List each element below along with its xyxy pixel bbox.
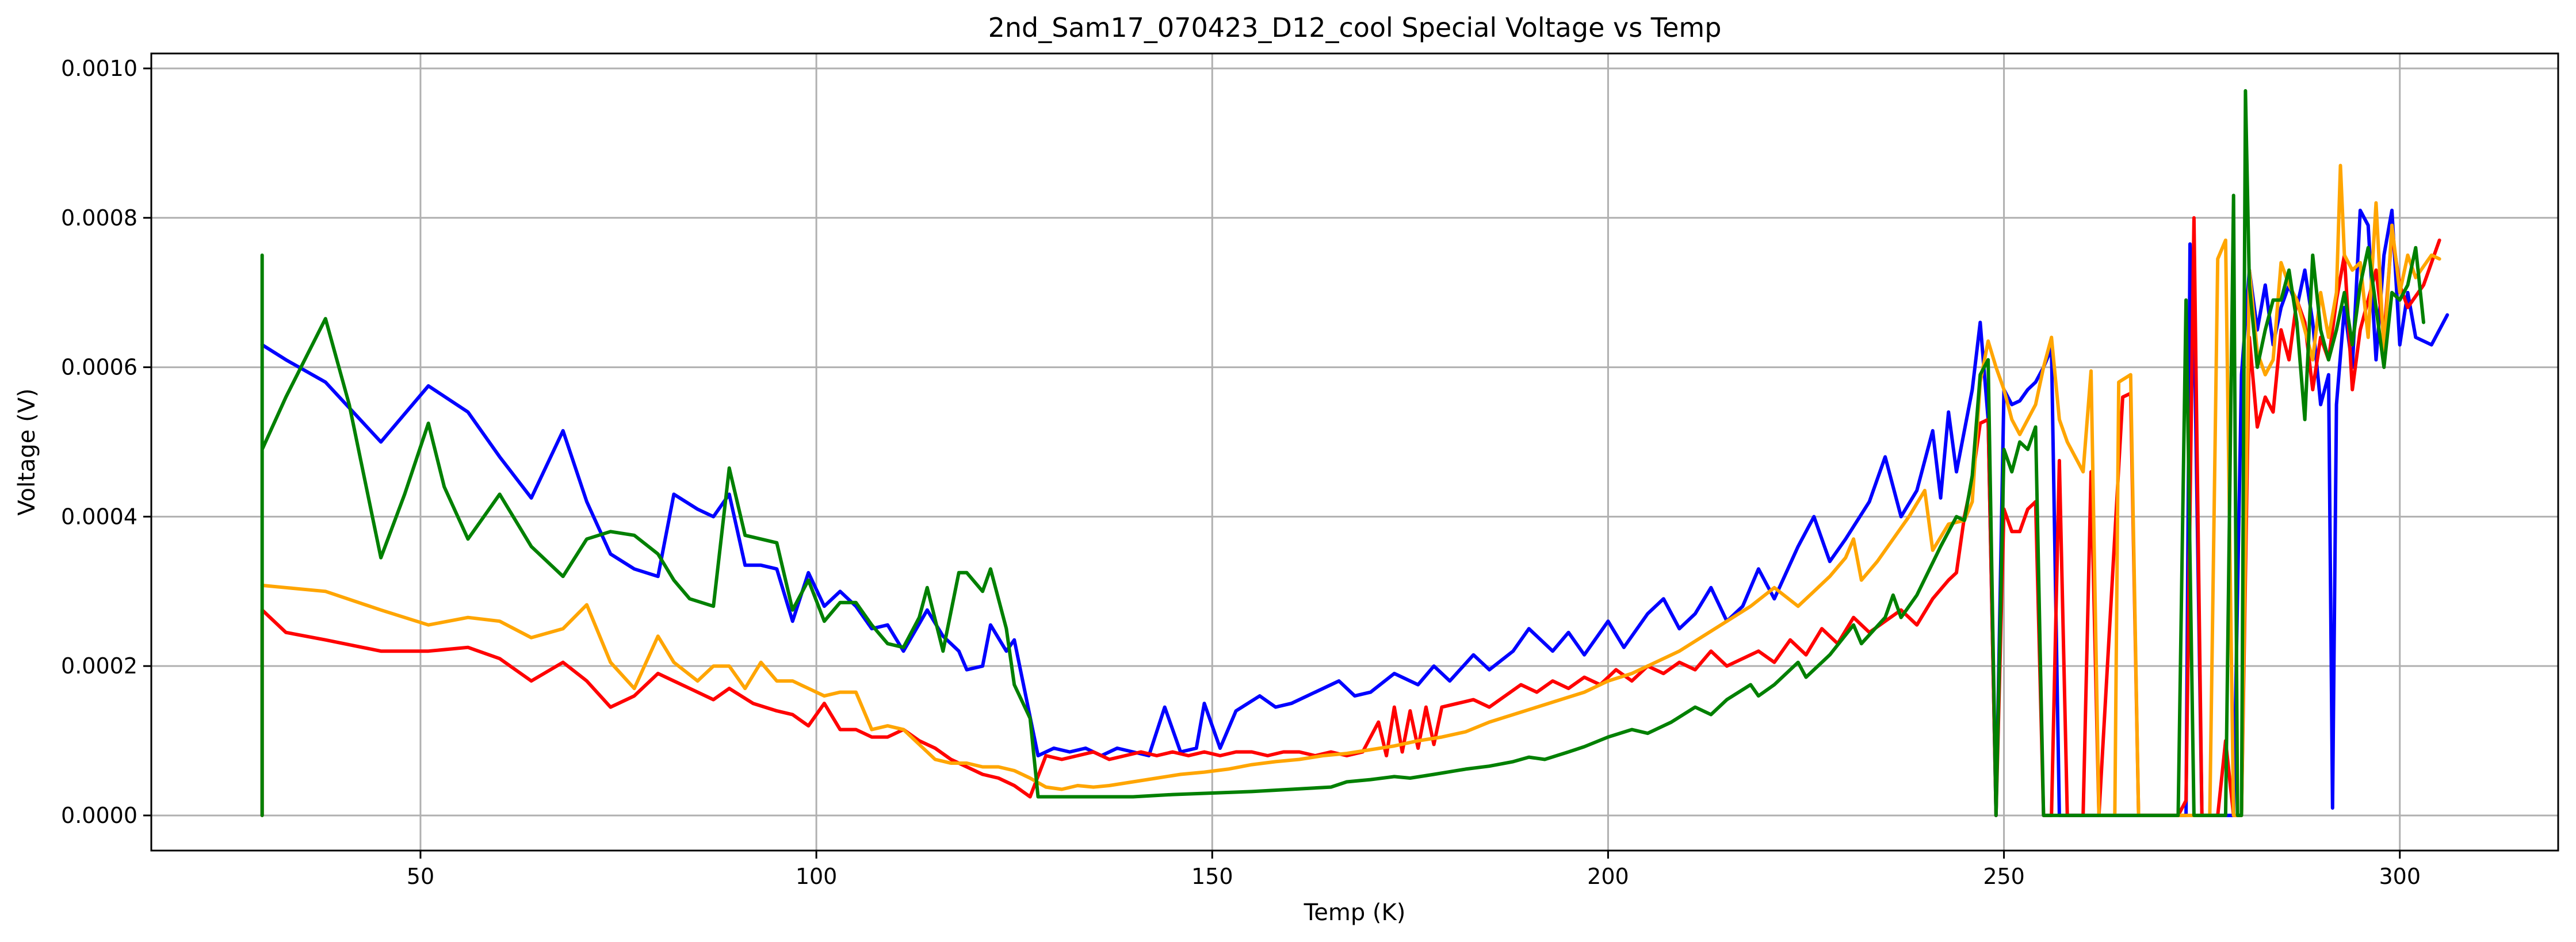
y-axis-label: Voltage (V) bbox=[14, 388, 40, 515]
chart-title: 2nd_Sam17_070423_D12_cool Special Voltag… bbox=[988, 12, 1722, 43]
x-tick-label: 150 bbox=[1191, 864, 1233, 889]
x-tick-label: 200 bbox=[1587, 864, 1629, 889]
x-tick-label: 100 bbox=[796, 864, 838, 889]
series-layer bbox=[260, 89, 2449, 817]
series-line-1 bbox=[260, 208, 2449, 817]
y-tick-label: 0.0006 bbox=[61, 355, 137, 380]
y-tick-label: 0.0010 bbox=[61, 56, 137, 81]
x-tick-label: 300 bbox=[2379, 864, 2421, 889]
y-tick-label: 0.0008 bbox=[61, 205, 137, 231]
plot-frame bbox=[150, 52, 2559, 852]
x-axis-label: Temp (K) bbox=[1304, 899, 1406, 926]
series-line-3 bbox=[260, 163, 2441, 817]
y-axis: 0.0000 0.0002 0.0004 0.0006 0.0008 0.0010 bbox=[61, 56, 151, 828]
x-tick-label: 250 bbox=[1983, 864, 2025, 889]
series-line-4 bbox=[260, 89, 2425, 817]
y-tick-label: 0.0004 bbox=[61, 504, 137, 529]
x-axis: 50 100 150 200 250 300 bbox=[407, 851, 2421, 889]
y-tick-label: 0.0000 bbox=[61, 803, 137, 828]
x-tick-label: 50 bbox=[407, 864, 434, 889]
y-tick-label: 0.0002 bbox=[61, 653, 137, 679]
